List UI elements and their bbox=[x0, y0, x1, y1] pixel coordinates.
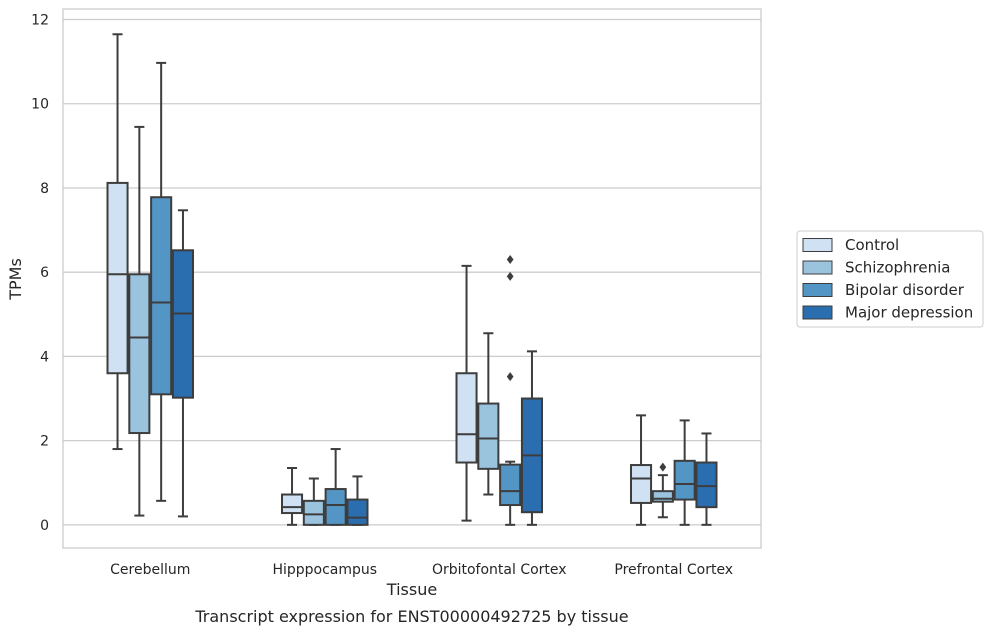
series-control bbox=[106, 33, 653, 526]
outlier-point-0 bbox=[506, 372, 514, 382]
y-tick-label-10: 10 bbox=[31, 97, 49, 113]
y-axis-ticks: 0 2 4 6 8 10 12 bbox=[31, 13, 49, 534]
box-control-0 bbox=[106, 33, 129, 451]
legend-label-schizophrenia: Schizophrenia bbox=[845, 259, 950, 277]
box-schizophrenia-2 bbox=[477, 332, 500, 496]
outlier-point-2 bbox=[506, 255, 514, 265]
plot-area-frame bbox=[62, 8, 762, 549]
box-iqr bbox=[477, 402, 500, 470]
box-series-group bbox=[106, 33, 718, 526]
legend-swatch-major-depression bbox=[802, 305, 833, 320]
outlier-point-1 bbox=[506, 271, 514, 281]
y-tick-label-6: 6 bbox=[40, 265, 49, 281]
legend-label-bipolar-disorder: Bipolar disorder bbox=[845, 281, 965, 299]
box-control-2 bbox=[455, 264, 478, 522]
box-iqr bbox=[673, 459, 696, 501]
box-iqr bbox=[171, 249, 195, 399]
x-tick-label-hipppocampus: Hipppocampus bbox=[272, 562, 377, 578]
box-iqr bbox=[629, 464, 653, 504]
box-iqr bbox=[455, 372, 478, 464]
legend-label-control: Control bbox=[845, 236, 899, 254]
y-tick-label-12: 12 bbox=[31, 13, 49, 29]
box-schizophrenia-3 bbox=[651, 462, 674, 519]
x-axis-label: Tissue bbox=[386, 580, 437, 599]
x-axis-ticks: Cerebellum Hipppocampus Orbitofontal Corte… bbox=[110, 562, 733, 578]
series-major-depression bbox=[171, 209, 718, 526]
legend-swatch-schizophrenia bbox=[802, 260, 833, 275]
legend-label-major-depression: Major depression bbox=[845, 304, 973, 322]
y-tick-label-8: 8 bbox=[40, 181, 49, 197]
box-iqr bbox=[128, 273, 151, 435]
box-bipolar-disorder-2 bbox=[499, 255, 522, 526]
box-major-depression-0 bbox=[171, 209, 195, 518]
legend-frame bbox=[796, 230, 984, 328]
legend: Control Schizophrenia Bipolar disorder Majo… bbox=[796, 230, 984, 328]
series-bipolar-disorder bbox=[150, 61, 696, 526]
box-major-depression-2 bbox=[520, 350, 544, 526]
box-iqr bbox=[651, 490, 674, 503]
box-bipolar-disorder-0 bbox=[150, 61, 173, 502]
y-tick-label-4: 4 bbox=[40, 349, 49, 365]
series-schizophrenia bbox=[128, 125, 674, 526]
box-iqr bbox=[499, 463, 522, 507]
y-tick-label-2: 2 bbox=[40, 434, 49, 450]
box-schizophrenia-1 bbox=[302, 477, 325, 526]
legend-swatch-control bbox=[802, 238, 833, 252]
box-iqr bbox=[324, 488, 347, 526]
box-iqr bbox=[346, 498, 369, 526]
x-tick-label-orbitofontal-cortex: Orbitofontal Cortex bbox=[432, 562, 567, 578]
box-bipolar-disorder-1 bbox=[324, 448, 347, 526]
outlier-point-0 bbox=[659, 462, 667, 472]
box-iqr bbox=[695, 461, 718, 509]
box-control-1 bbox=[280, 466, 304, 526]
box-major-depression-3 bbox=[695, 432, 718, 526]
x-tick-label-prefrontal-cortex: Prefrontal Cortex bbox=[614, 562, 733, 578]
box-major-depression-1 bbox=[346, 475, 369, 526]
y-axis-label: TPMs bbox=[6, 258, 25, 301]
chart-caption: Transcript expression for ENST0000049272… bbox=[194, 607, 628, 626]
box-iqr bbox=[106, 181, 129, 375]
box-bipolar-disorder-3 bbox=[673, 419, 696, 526]
x-tick-label-cerebellum: Cerebellum bbox=[110, 562, 190, 578]
box-iqr bbox=[302, 499, 325, 526]
box-schizophrenia-0 bbox=[128, 125, 151, 517]
box-iqr bbox=[150, 196, 173, 396]
legend-swatch-bipolar-disorder bbox=[802, 283, 833, 297]
box-iqr bbox=[280, 493, 304, 515]
box-control-3 bbox=[629, 414, 653, 526]
y-tick-label-0: 0 bbox=[40, 518, 49, 534]
